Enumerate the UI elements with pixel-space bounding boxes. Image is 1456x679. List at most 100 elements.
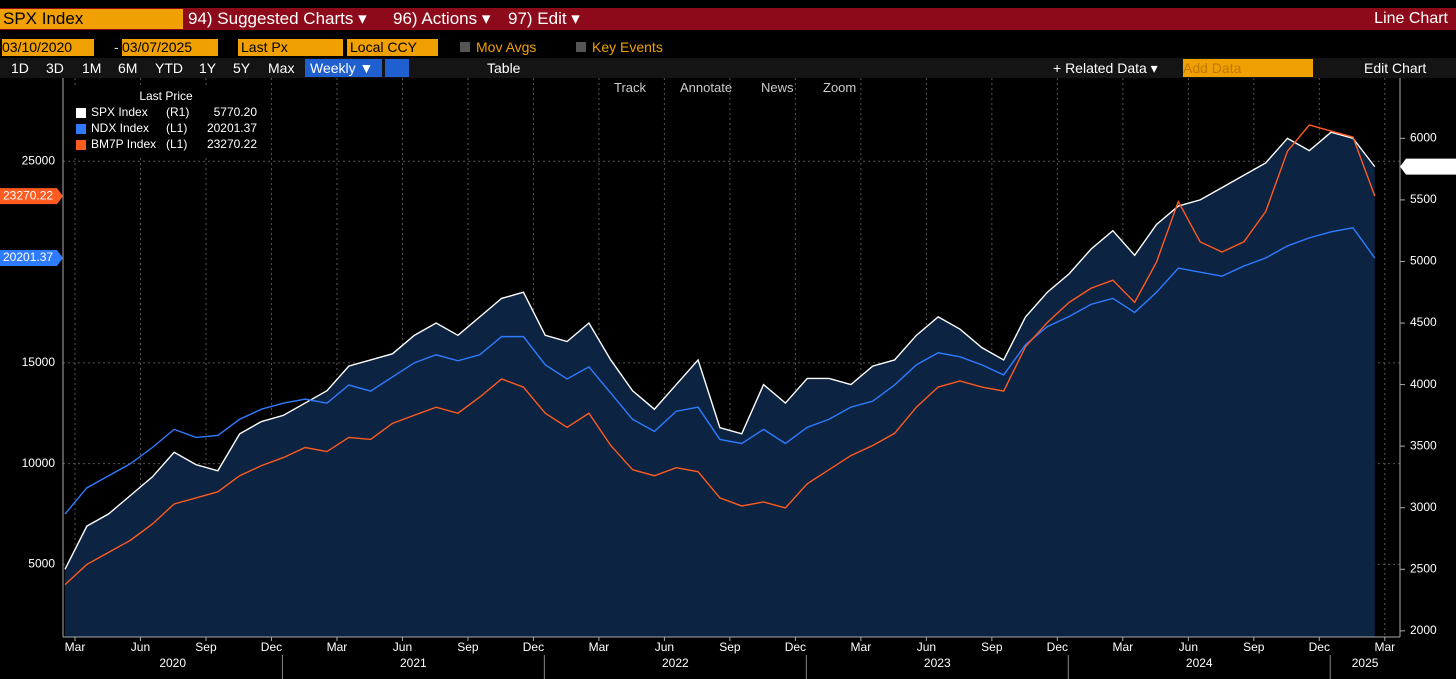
legend-value: 5770.20	[214, 105, 258, 119]
period-button[interactable]: 6M	[118, 60, 138, 76]
last-value-tag: 23270.22	[0, 188, 63, 205]
related-data[interactable]: + Related Data ▾	[1053, 60, 1158, 76]
y2-tick-label: 3500	[1410, 438, 1437, 452]
menu[interactable]: 94) Suggested Charts ▾	[188, 9, 367, 28]
x-tick-label: Sep	[457, 640, 479, 654]
year-label: 2020	[159, 656, 186, 670]
legend-label: BM7P Index	[91, 137, 156, 151]
x-tick-label: Sep	[981, 640, 1003, 654]
y2-tick-label: 6000	[1410, 131, 1437, 145]
toggle[interactable]: Mov Avgs	[476, 39, 537, 55]
field-select[interactable]: Last Px	[238, 39, 343, 56]
legend-swatch	[76, 124, 86, 134]
add-data[interactable]: Add Data	[1183, 59, 1313, 77]
year-label: 2021	[400, 656, 427, 670]
x-tick-label: Dec	[261, 640, 282, 654]
x-tick-label: Dec	[1047, 640, 1068, 654]
start-date[interactable]: 03/10/2020	[2, 39, 94, 56]
checkbox[interactable]	[576, 42, 586, 52]
legend-value: 23270.22	[207, 137, 257, 151]
legend-label: SPX Index	[91, 105, 148, 119]
chart-kind: Line Chart	[1374, 10, 1448, 27]
last-value-tag: 5770.20	[1400, 158, 1456, 175]
x-tick-label: Sep	[719, 640, 741, 654]
x-tick-label: Jun	[1179, 640, 1198, 654]
line	[64, 124, 1376, 586]
x-tick-label: Dec	[523, 640, 544, 654]
y2-tick-label: 2500	[1410, 561, 1437, 575]
period-button[interactable]: 1M	[82, 60, 102, 76]
x-tick-label: Dec	[1309, 640, 1330, 654]
last-value-tag: 20201.37	[0, 249, 63, 266]
legend-label: NDX Index	[91, 121, 149, 135]
y2-tick-label: 5500	[1410, 192, 1437, 206]
tag-shape	[0, 249, 63, 266]
y-tick-label: 15000	[22, 355, 56, 369]
x-tick-label: Mar	[327, 640, 348, 654]
tag-shape	[1400, 158, 1456, 175]
legend-axis: (L1)	[166, 137, 187, 151]
date-separator: -	[114, 39, 119, 55]
frequency[interactable]: Weekly ▼	[305, 59, 382, 77]
area	[65, 132, 1375, 637]
x-tick-label: Sep	[195, 640, 217, 654]
x-tick-label: Sep	[1243, 640, 1265, 654]
year-label: 2025	[1352, 656, 1379, 670]
y2-tick-label: 3000	[1410, 500, 1437, 514]
period-button[interactable]: 1D	[11, 60, 29, 76]
y2-tick-label: 2000	[1410, 623, 1437, 637]
chart-tool[interactable]: Track	[614, 80, 647, 95]
x-tick-label: Dec	[785, 640, 806, 654]
period-button[interactable]: 3D	[46, 60, 64, 76]
y2-tick-label: 4500	[1410, 315, 1437, 329]
menu[interactable]: 97) Edit ▾	[508, 9, 580, 28]
line	[64, 131, 1376, 570]
y-tick-label: 10000	[22, 456, 56, 470]
period-button[interactable]: YTD	[155, 60, 183, 76]
legend-box	[68, 86, 264, 156]
x-tick-label: Mar	[1374, 640, 1395, 654]
period-button[interactable]: 5Y	[233, 60, 251, 76]
end-date[interactable]: 03/07/2025	[122, 39, 218, 56]
x-tick-label: Mar	[1113, 640, 1134, 654]
x-tick-label: Mar	[65, 640, 86, 654]
y2-tick-label: 4000	[1410, 377, 1437, 391]
legend-title: Last Price	[139, 89, 193, 103]
year-label: 2024	[1186, 656, 1213, 670]
y-tick-label: 5000	[28, 557, 55, 571]
title-bar	[0, 8, 1456, 30]
period-button[interactable]: Max	[268, 60, 295, 76]
tag-shape	[0, 188, 63, 205]
tag-label: 5770.20	[1408, 159, 1452, 173]
legend-axis: (L1)	[166, 121, 187, 135]
currency-select[interactable]: Local CCY	[347, 39, 438, 56]
x-tick-label: Jun	[131, 640, 150, 654]
legend-value: 20201.37	[207, 121, 257, 135]
table-button[interactable]: Table	[487, 60, 521, 76]
toggle[interactable]: Key Events	[592, 39, 663, 55]
legend-swatch	[76, 140, 86, 150]
x-tick-label: Mar	[851, 640, 872, 654]
chart-tool[interactable]: Zoom	[823, 80, 857, 95]
chart-tool[interactable]: Annotate	[680, 80, 733, 95]
x-tick-label: Jun	[393, 640, 412, 654]
chart-tool[interactable]: News	[761, 80, 794, 95]
y2-tick-label: 5000	[1410, 254, 1437, 268]
checkbox[interactable]	[460, 42, 470, 52]
year-label: 2023	[924, 656, 951, 670]
y-tick-label: 25000	[22, 153, 56, 167]
x-tick-label: Jun	[655, 640, 674, 654]
edit-chart[interactable]: Edit Chart	[1364, 60, 1427, 76]
tag-label: 23270.22	[3, 188, 53, 202]
line	[64, 227, 1376, 515]
legend-swatch	[76, 108, 86, 118]
line-button[interactable]	[385, 59, 409, 77]
x-tick-label: Mar	[589, 640, 610, 654]
security-input[interactable]: SPX Index	[0, 9, 183, 29]
period-button[interactable]: 1Y	[199, 60, 217, 76]
legend-axis: (R1)	[166, 105, 189, 119]
menu[interactable]: 96) Actions ▾	[393, 9, 491, 28]
tag-label: 20201.37	[3, 250, 53, 264]
